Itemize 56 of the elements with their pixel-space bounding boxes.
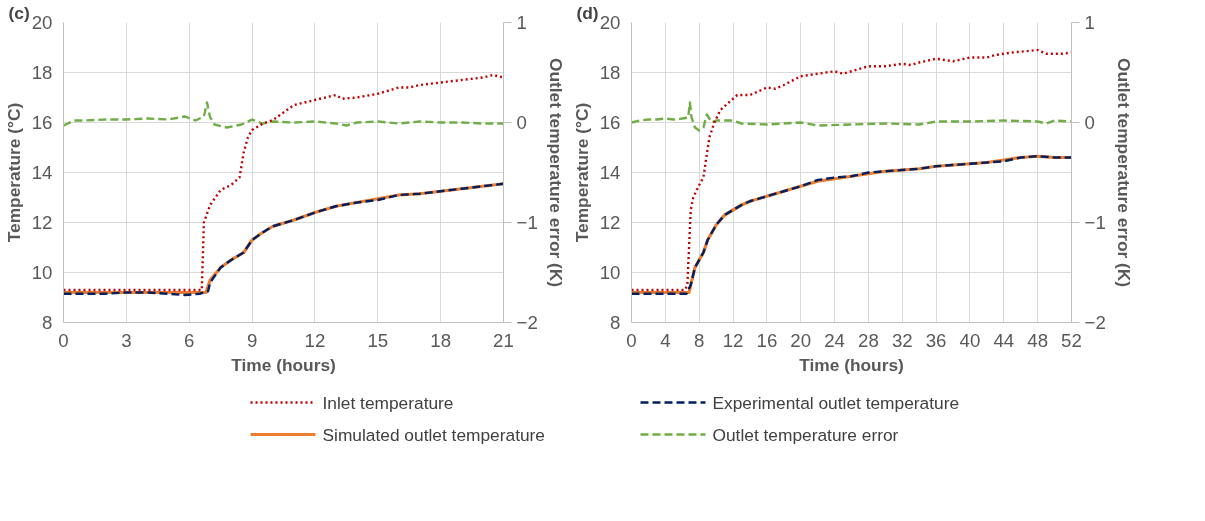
y-tick-label: 14 bbox=[31, 162, 53, 183]
x-tick-label: 44 bbox=[993, 329, 1015, 351]
x-tick-label: 52 bbox=[1061, 329, 1082, 351]
y2-axis-title: Outlet temperature error (K) bbox=[1113, 57, 1134, 288]
legend-label: Inlet temperature bbox=[322, 392, 454, 413]
x-tick-label: 24 bbox=[824, 329, 845, 351]
legend-label: Simulated outlet temperature bbox=[322, 424, 545, 445]
x-tick-label: 12 bbox=[304, 329, 326, 351]
text: (d) bbox=[576, 2, 599, 23]
x-tick-label: 21 bbox=[493, 329, 514, 351]
y2-tick-label: 1 bbox=[1084, 12, 1095, 33]
x-tick-label: 12 bbox=[722, 329, 744, 351]
y2-tick-label: 0 bbox=[1084, 112, 1095, 133]
legend-label: Outlet temperature error bbox=[712, 424, 899, 445]
y-tick-label: 10 bbox=[599, 262, 621, 283]
y2-tick-label: −2 bbox=[516, 312, 538, 333]
x-tick-label: 48 bbox=[1027, 329, 1049, 351]
x-tick-label: 36 bbox=[925, 329, 947, 351]
y2-tick-label: 1 bbox=[516, 12, 527, 33]
y2-tick-label: −1 bbox=[1084, 212, 1106, 233]
y-tick-label: 20 bbox=[31, 12, 53, 33]
legend-label: Experimental outlet temperature bbox=[712, 392, 960, 413]
y-tick-label: 8 bbox=[42, 312, 53, 333]
x-axis-title: Time (hours) bbox=[231, 354, 336, 375]
y2-tick-label: −1 bbox=[516, 212, 538, 233]
x-tick-label: 40 bbox=[959, 329, 981, 351]
x-tick-label: 3 bbox=[121, 329, 132, 351]
x-tick-label: 16 bbox=[756, 329, 778, 351]
y-axis-title: Temperature (°C) bbox=[571, 102, 592, 243]
x-tick-label: 20 bbox=[790, 329, 812, 351]
y-tick-label: 12 bbox=[31, 212, 53, 233]
y-tick-label: 10 bbox=[31, 262, 53, 283]
y-tick-label: 14 bbox=[599, 162, 621, 183]
x-tick-label: 28 bbox=[858, 329, 879, 351]
y-tick-label: 8 bbox=[610, 312, 621, 333]
x-tick-label: 4 bbox=[660, 329, 671, 351]
y2-tick-label: −2 bbox=[1084, 312, 1106, 333]
y2-axis-title: Outlet temperature error (K) bbox=[545, 57, 566, 288]
y-tick-label: 16 bbox=[31, 112, 53, 133]
x-axis-title: Time (hours) bbox=[799, 354, 904, 375]
x-tick-label: 8 bbox=[694, 329, 705, 351]
x-tick-label: 9 bbox=[246, 329, 258, 351]
y-axis-title: Temperature (°C) bbox=[3, 102, 24, 243]
x-tick-label: 6 bbox=[184, 329, 195, 351]
x-tick-label: 0 bbox=[58, 329, 69, 351]
x-tick-label: 15 bbox=[367, 329, 389, 351]
text: (c) bbox=[8, 2, 30, 23]
x-tick-label: 0 bbox=[626, 329, 637, 351]
x-tick-label: 18 bbox=[430, 329, 452, 351]
y-tick-label: 12 bbox=[599, 212, 621, 233]
x-tick-label: 32 bbox=[891, 329, 913, 351]
y-tick-label: 18 bbox=[599, 62, 621, 83]
y-tick-label: 18 bbox=[31, 62, 53, 83]
y-tick-label: 16 bbox=[599, 112, 621, 133]
y-tick-label: 20 bbox=[599, 12, 621, 33]
y2-tick-label: 0 bbox=[516, 112, 527, 133]
